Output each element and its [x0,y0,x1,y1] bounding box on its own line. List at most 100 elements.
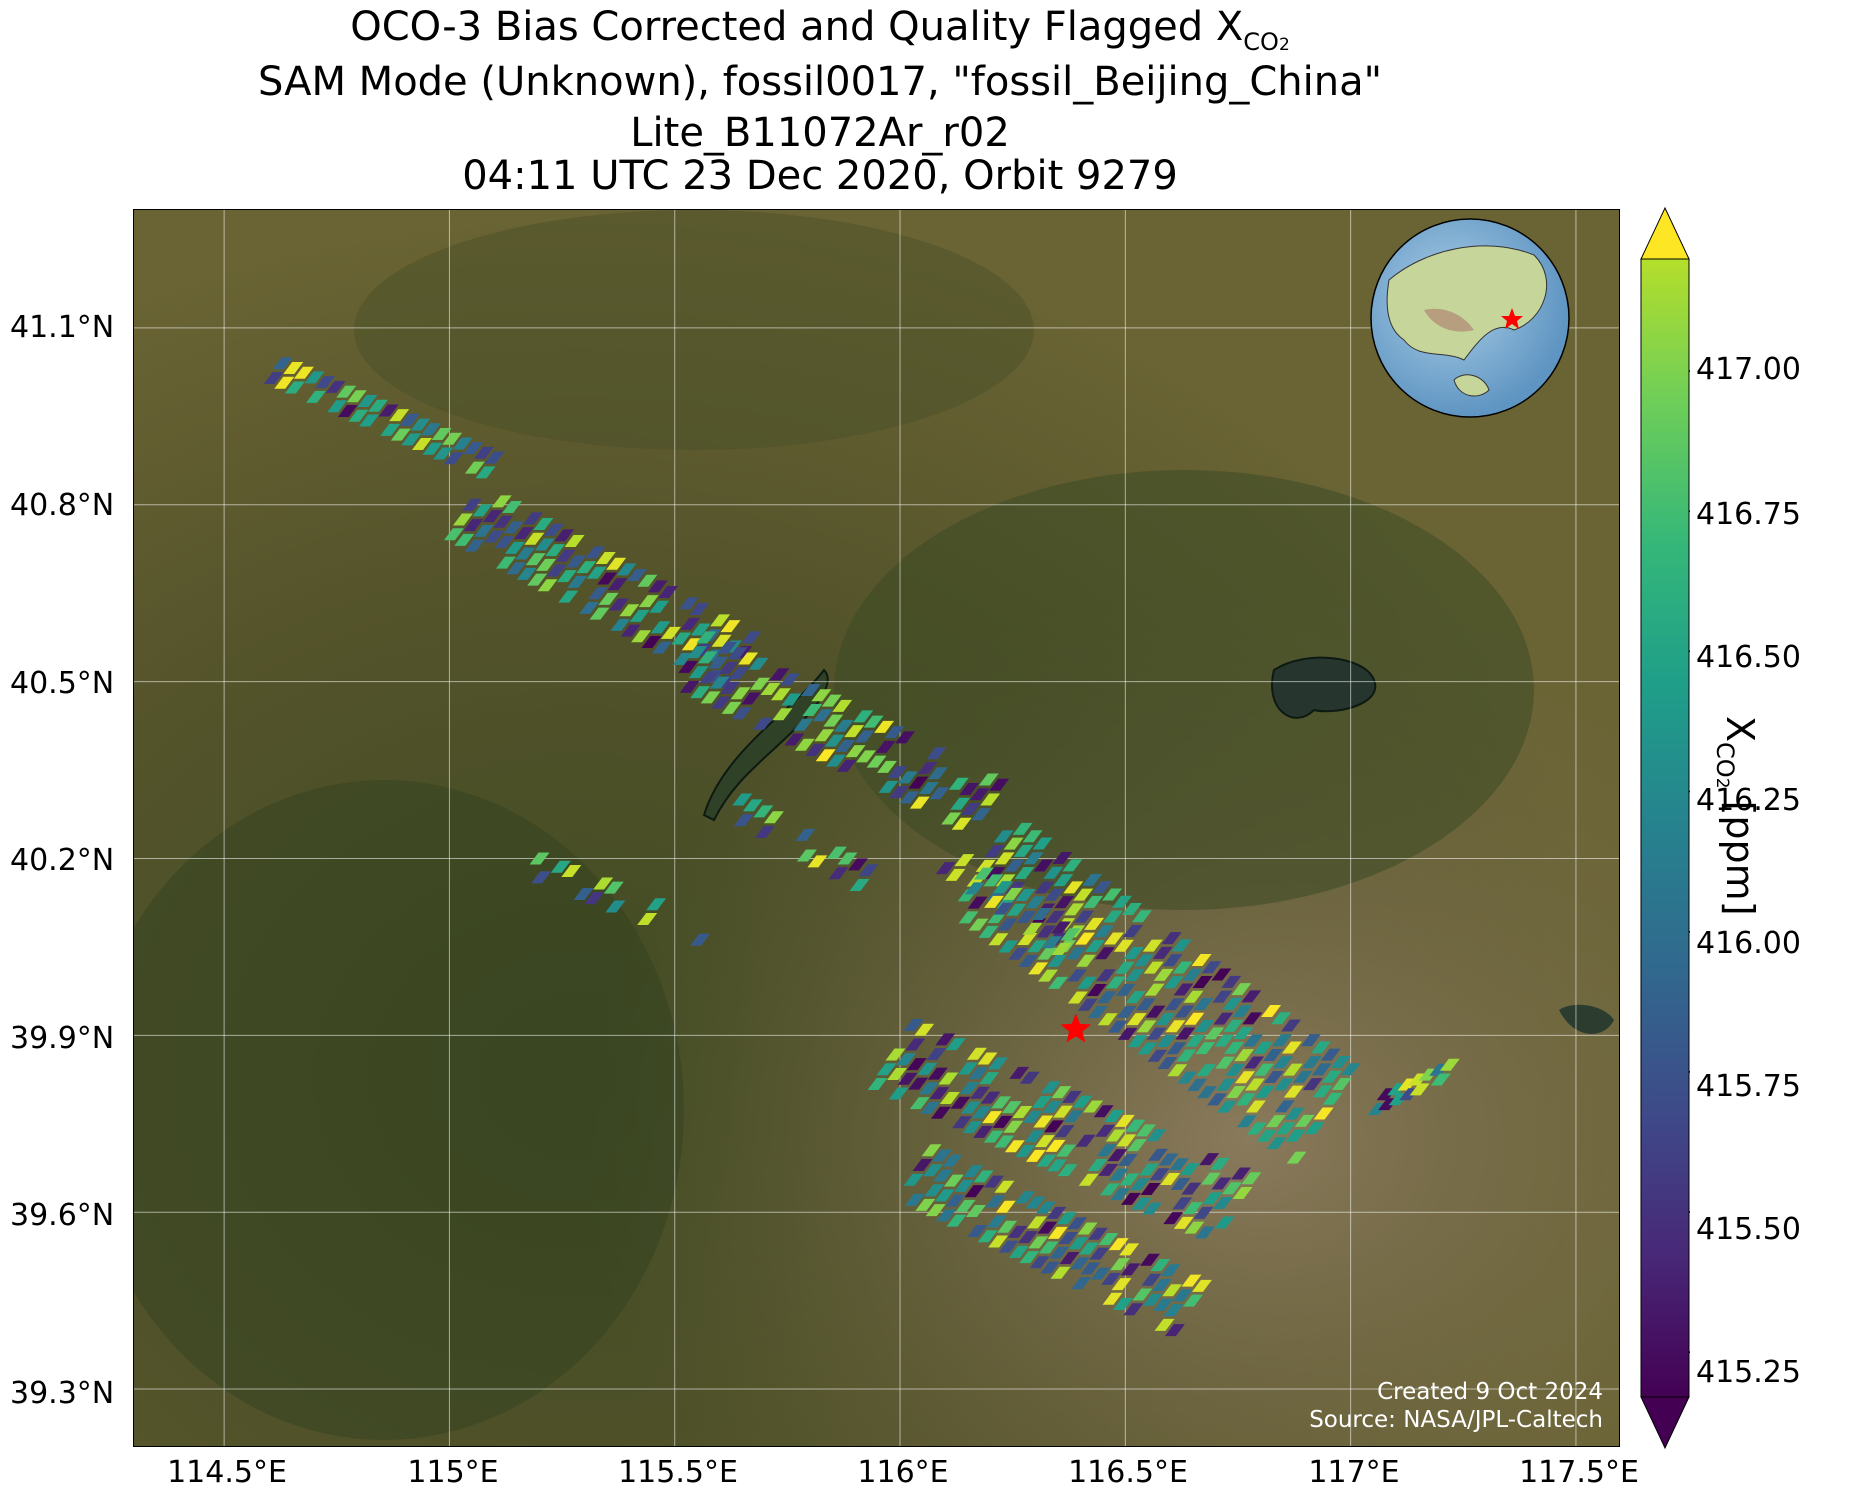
xco2-sounding [629,609,650,622]
xco2-sounding [915,1198,936,1211]
red-star-icon [1501,308,1523,329]
xco2-sounding [1024,1130,1045,1143]
colorbar-extend-max [1640,207,1690,260]
xco2-sounding [1171,939,1192,952]
xco2-sounding [1099,1183,1120,1196]
xco2-sounding [1105,1129,1126,1142]
xco2-sounding [958,911,979,924]
xco2-sounding [1098,1232,1119,1245]
xco2-sounding [1300,1034,1321,1047]
xco2-sounding [588,587,609,600]
xco2-sounding [1057,1164,1078,1177]
xco2-sounding [1182,1294,1203,1307]
xco2-sounding [1074,910,1095,923]
xco2-sounding [763,811,784,824]
xco2-sounding [1187,1078,1208,1091]
xco2-sounding [1191,1279,1212,1292]
xco2-sounding [1286,1151,1307,1164]
xco2-sounding [935,862,956,875]
xco2-sounding [543,523,564,536]
xco2-sounding [1025,1149,1046,1162]
reservoir [1559,1004,1614,1034]
xco2-sounding [1184,1221,1205,1234]
xco2-soundings [263,357,1460,1337]
satellite-map[interactable]: Created 9 Oct 2024 Source: NASA/JPL-Calt… [133,209,1620,1447]
figure-subtitle-mode: SAM Mode (Unknown), fossil0017, "fossil_… [257,59,1383,105]
xco2-sounding [1066,947,1087,960]
xco2-sounding [660,626,681,639]
xco2-sounding [1017,933,1038,946]
xco2-sounding [491,495,512,508]
xco2-sounding [909,796,930,809]
xco2-sounding [554,529,575,542]
xco2-sounding [1199,1153,1220,1166]
lon-tick-label: 116°E [857,1455,949,1490]
xco2-sounding [888,786,909,799]
xco2-sounding [896,1053,917,1066]
xco2-sounding [1241,990,1262,1003]
xco2-sounding [1009,1066,1030,1079]
xco2-sounding [1242,1012,1263,1025]
xco2-sounding [1076,976,1097,989]
xco2-sounding [1014,866,1035,879]
lat-tick-label: 39.9°N [10,1021,115,1056]
xco2-sounding [1194,1020,1215,1033]
xco2-sounding [994,1135,1015,1148]
xco2-sounding [1093,925,1114,938]
xco2-sounding [1004,859,1025,872]
xco2-sounding [1266,1137,1287,1150]
xco2-sounding [1140,1182,1161,1195]
xco2-sounding [1112,895,1133,908]
lat-tick-label: 40.2°N [10,843,115,878]
xco2-sounding [750,677,771,690]
xco2-sounding [411,438,432,451]
xco2-sounding [1022,830,1043,843]
xco2-sounding [1022,922,1043,935]
xco2-sounding [794,738,815,751]
xco2-sounding [1196,1064,1217,1077]
xco2-sounding [1141,1273,1162,1286]
xco2-sounding [986,1215,1007,1228]
xco2-sounding [1044,888,1065,901]
xco2-sounding [1214,1034,1235,1047]
xco2-sounding [832,699,853,712]
xco2-sounding [983,1175,1004,1188]
xco2-sounding [854,730,875,743]
xco2-sounding [925,1204,946,1217]
xco2-sounding [1173,983,1194,996]
xco2-sounding [968,1067,989,1080]
xco2-sounding [1027,940,1048,953]
xco2-sounding [954,1179,975,1192]
xco2-sounding [422,442,443,455]
xco2-sounding [525,553,546,566]
mountain-shade [834,470,1534,910]
xco2-sounding [506,562,527,575]
xco2-sounding [847,858,868,871]
xco2-sounding [1117,1027,1138,1040]
xco2-sounding [1022,1110,1043,1123]
xco2-sounding [1200,1172,1221,1185]
xco2-sounding [742,799,763,812]
xco2-sounding [984,895,1005,908]
xco2-sounding [1096,1144,1117,1157]
xco2-sounding [815,749,836,762]
xco2-sounding [1162,954,1183,967]
xco2-sounding [988,933,1009,946]
xco2-sounding [950,797,971,810]
xco2-sounding [1185,1034,1206,1047]
xco2-sounding [1125,1119,1146,1132]
xco2-sounding [1095,1124,1116,1137]
xco2-sounding [1311,1063,1332,1076]
xco2-sounding [826,846,847,859]
xco2-sounding [970,1086,991,1099]
xco2-sounding [1207,1093,1228,1106]
xco2-sounding [966,1047,987,1060]
colorbar-gradient [1640,258,1690,1398]
xco2-sounding [1283,1085,1304,1098]
xco2-sounding [1430,1073,1451,1086]
xco2-sounding [708,656,729,669]
target-star-marker[interactable] [1060,1013,1092,1043]
xco2-sounding [1007,1225,1028,1238]
xco2-sounding [1119,1173,1140,1186]
lon-tick-label: 116.5°E [1068,1455,1188,1490]
